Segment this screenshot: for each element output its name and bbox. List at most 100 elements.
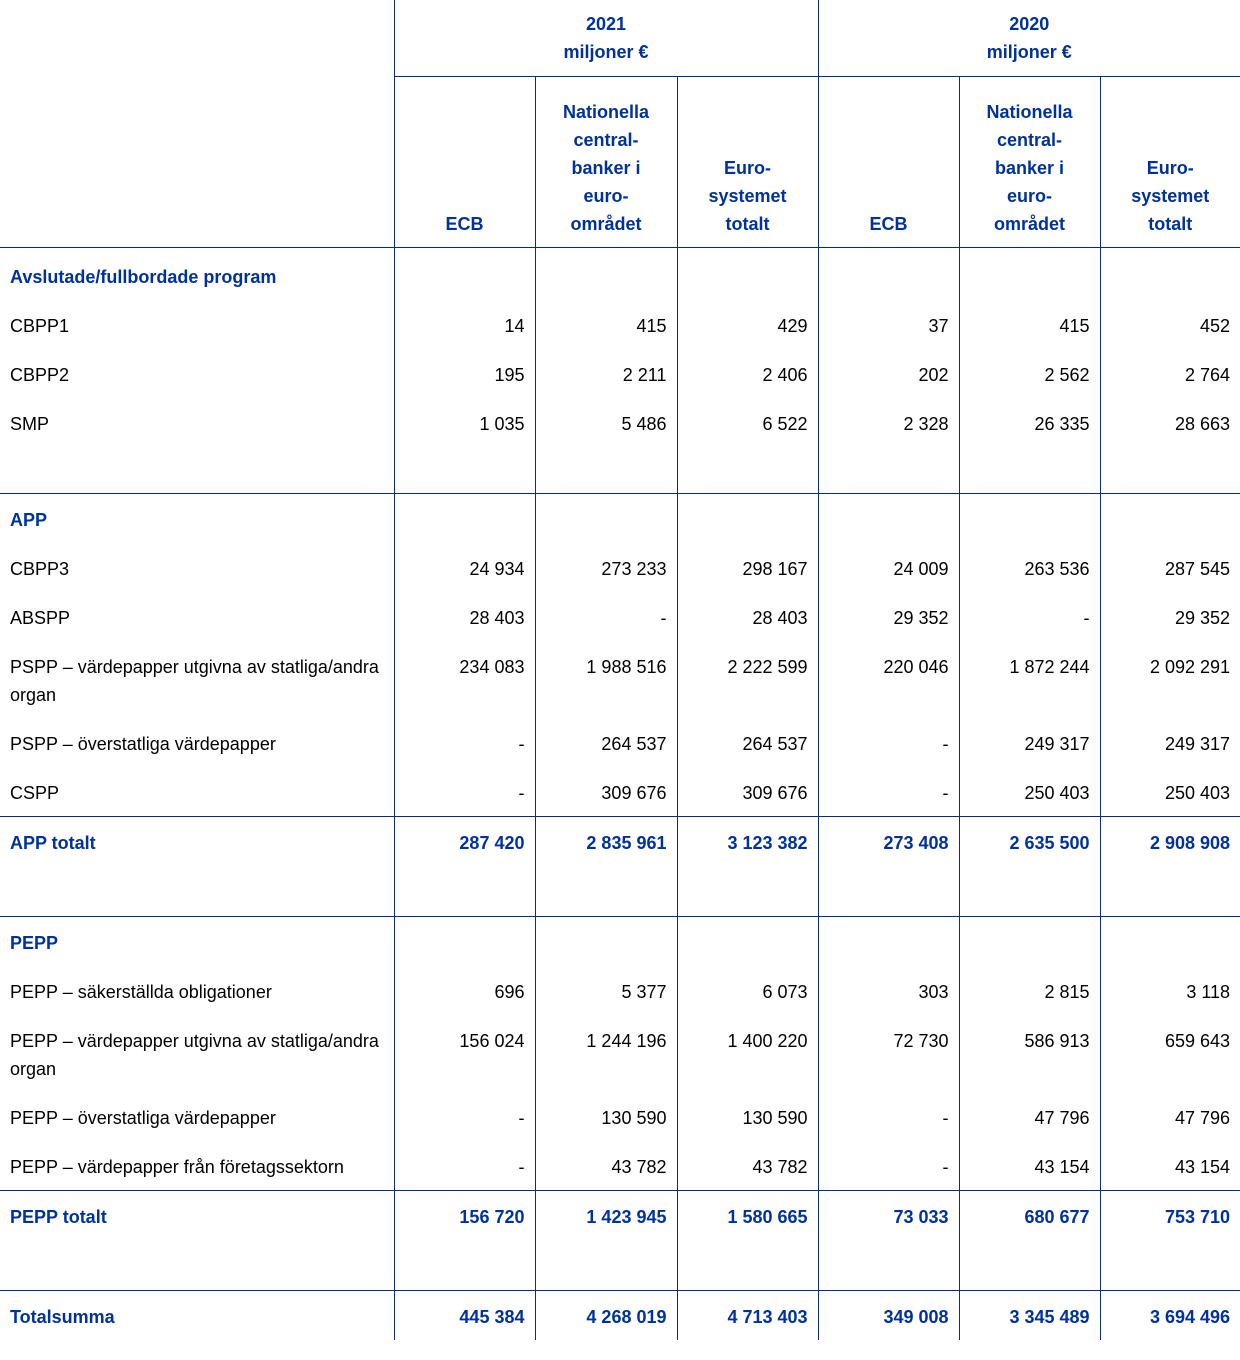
cell-value: 47 796 <box>1099 1092 1240 1141</box>
section-title: PEPP <box>0 916 394 966</box>
cell-value: 1 244 196 <box>534 1015 677 1092</box>
empty-cell <box>393 247 535 300</box>
row-label: PEPP – värdepapper utgivna av statliga/a… <box>10 1031 379 1079</box>
data-row: CBPP2 195 2 211 2 406 202 2 562 2 764 <box>0 349 1240 398</box>
header-line: Euro- <box>1146 158 1194 178</box>
cell-value: 753 710 <box>1099 1190 1240 1240</box>
section-title-row: PEPP <box>0 916 1240 966</box>
cell-value: 5 486 <box>534 398 677 447</box>
cell-value: 29 352 <box>1099 592 1240 641</box>
cell-value: 2 815 <box>958 966 1101 1015</box>
row-label: CBPP3 <box>10 559 70 579</box>
cell-value: 309 676 <box>676 767 819 817</box>
empty-cell <box>534 493 677 543</box>
row-label: PEPP – överstatliga värdepapper <box>10 1108 276 1128</box>
column-header: Nationella central-banker i euro-området <box>958 76 1101 248</box>
header-line: systemet <box>1131 186 1210 206</box>
cell-value: 250 403 <box>1099 767 1240 817</box>
spacer-cell <box>676 866 819 917</box>
data-row: PEPP – värdepapper utgivna av statliga/a… <box>0 1015 1240 1092</box>
total-row: APP totalt 287 420 2 835 961 3 123 382 273 4… <box>0 816 1240 866</box>
cell-value: 24 934 <box>393 543 535 592</box>
cell-value: 263 536 <box>958 543 1101 592</box>
header-line: totalt <box>725 214 770 234</box>
cell-value: - <box>393 718 535 767</box>
cell-value: 43 782 <box>534 1141 677 1191</box>
cell-value: 249 317 <box>1099 718 1240 767</box>
data-row: ABSPP 28 403-28 403 29 352-29 352 <box>0 592 1240 641</box>
section-title: Avslutade/fullbordade program <box>10 267 277 287</box>
header-line: Nationella <box>562 102 650 122</box>
spacer-cell <box>676 447 819 494</box>
spacer-row <box>0 1240 1240 1291</box>
cell-value: - <box>817 718 960 767</box>
cell-value: 2 908 908 <box>1099 816 1240 866</box>
data-row: SMP 1 035 5 486 6 522 2 328 26 335 28 663 <box>0 398 1240 447</box>
unit: miljoner € <box>563 42 649 62</box>
spacer-cell <box>0 447 394 494</box>
header-line: banker i <box>571 158 641 178</box>
cell-value: - <box>534 592 677 641</box>
cell-value: - <box>393 1141 535 1191</box>
cell-value: 1 580 665 <box>676 1190 819 1240</box>
header-line: ECB <box>869 214 908 234</box>
cell-value: - <box>817 1141 960 1191</box>
column-header: Euro-systemet totalt <box>1099 76 1240 248</box>
cell-value: 287 420 <box>393 816 535 866</box>
row-label: PSPP – överstatliga värdepapper <box>10 734 276 754</box>
header-line: systemet <box>708 186 787 206</box>
empty-cell <box>1099 493 1240 543</box>
empty-cell <box>817 916 960 966</box>
header-row: 2021 miljoner € 2020 miljoner € <box>0 0 1240 77</box>
header-line: totalt <box>1148 214 1193 234</box>
cell-value: 6 073 <box>676 966 819 1015</box>
data-row: CSPP -309 676 309 676-250 403 250 403 <box>0 767 1240 817</box>
cell-value: 273 233 <box>534 543 677 592</box>
cell-value: 130 590 <box>534 1092 677 1141</box>
row-label: PEPP – värdepapper från företagssektorn <box>10 1157 344 1177</box>
row-label: PSPP – värdepapper utgivna av statliga/a… <box>10 657 379 705</box>
cell-value: 586 913 <box>958 1015 1101 1092</box>
cell-value: 287 545 <box>1099 543 1240 592</box>
cell-value: 220 046 <box>817 641 960 718</box>
year: 2021 <box>585 14 627 34</box>
cell-value: 2 211 <box>534 349 677 398</box>
row-label: SMP <box>10 414 50 434</box>
cell-value: 47 796 <box>958 1092 1101 1141</box>
cell-value: 156 720 <box>393 1190 535 1240</box>
cell-value: 2 635 500 <box>958 816 1101 866</box>
header-row: ECB Nationella central-banker i euro-område… <box>0 76 1240 248</box>
column-header: ECB <box>817 76 960 248</box>
cell-value: 309 676 <box>534 767 677 817</box>
cell-value: 1 400 220 <box>676 1015 819 1092</box>
cell-value: 14 <box>393 300 535 349</box>
cell-value: 3 694 496 <box>1099 1290 1240 1340</box>
stub-cell <box>0 76 394 248</box>
spacer-row <box>0 866 1240 917</box>
cell-value: 73 033 <box>817 1190 960 1240</box>
data-row: PEPP – överstatliga värdepapper -130 590 1… <box>0 1092 1240 1141</box>
row-label: ABSPP <box>10 608 71 628</box>
cell-value: 43 154 <box>958 1141 1101 1191</box>
cell-value: 264 537 <box>676 718 819 767</box>
cell-value: 3 118 <box>1099 966 1240 1015</box>
spacer-cell <box>676 1240 819 1291</box>
cell-value: 130 590 <box>676 1092 819 1141</box>
cell-value: - <box>958 592 1101 641</box>
cell-value: 249 317 <box>958 718 1101 767</box>
cell-value: 29 352 <box>817 592 960 641</box>
empty-cell <box>676 247 819 300</box>
empty-cell <box>676 916 819 966</box>
cell-value: 298 167 <box>676 543 819 592</box>
cell-value: 3 123 382 <box>676 816 819 866</box>
cell-value: 264 537 <box>534 718 677 767</box>
cell-value: 28 403 <box>676 592 819 641</box>
empty-cell <box>393 493 535 543</box>
header-line: euro- <box>1007 186 1053 206</box>
year-header: 2020 miljoner € <box>817 0 1240 77</box>
cell-value: 4 713 403 <box>676 1290 819 1340</box>
empty-cell <box>676 493 819 543</box>
data-row: CBPP1 14 415 429 37 415 452 <box>0 300 1240 349</box>
